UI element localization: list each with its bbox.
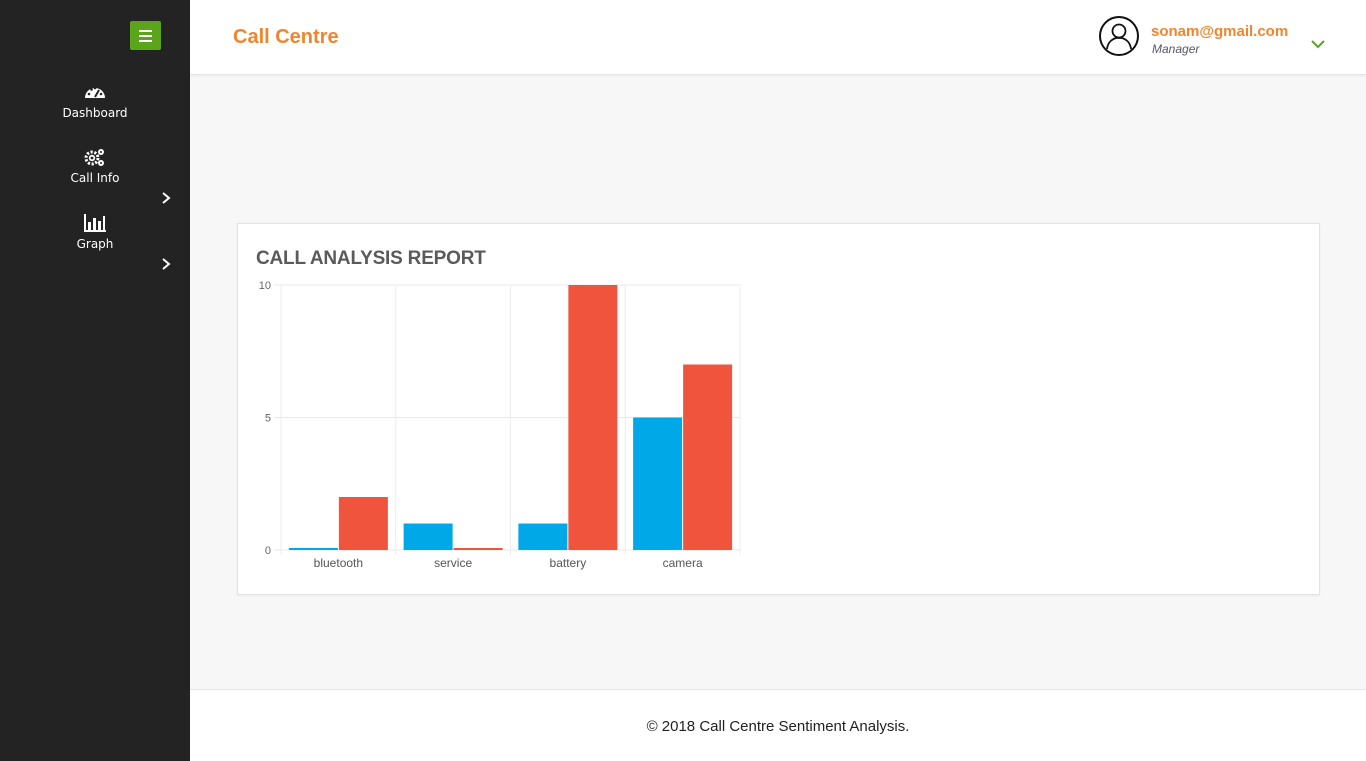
chart-bar [288,548,338,550]
sidebar-item-label: Graph [76,237,114,251]
sidebar-item-label: Dashboard [62,106,128,120]
chevron-down-icon[interactable] [1310,38,1326,50]
dashboard-gauge-icon [85,86,105,98]
chart-bar [338,497,388,550]
top-header: Call Centre sonam@gmail.com Manager [190,0,1366,75]
page-title: Call Centre [233,26,339,48]
chart-bar [403,523,453,550]
x-tick-label: camera [663,556,703,570]
sidebar-item-graph[interactable]: Graph [0,212,190,251]
card-title: CALL ANALYSIS REPORT [256,248,486,269]
bar-chart-icon [84,214,106,232]
chevron-right-icon[interactable] [160,257,172,271]
y-tick-label: 5 [265,413,271,425]
x-tick-label: battery [550,556,587,570]
gears-icon [84,149,104,166]
sidebar: Dashboard Call Info Graph [0,0,190,761]
sidebar-item-dashboard[interactable]: Dashboard [0,81,190,120]
x-tick-label: bluetooth [314,556,363,570]
chart-bar [518,523,568,550]
chart-bar [633,417,683,550]
footer-copyright: © 2018 Call Centre Sentiment Analysis. [646,718,910,735]
footer: © 2018 Call Centre Sentiment Analysis. [190,689,1366,761]
chevron-right-icon[interactable] [160,191,172,205]
chart-bar [683,364,733,550]
sidebar-item-call-info[interactable]: Call Info [0,146,190,185]
call-analysis-card: CALL ANALYSIS REPORT 0 5 10 bluetooth servic… [237,223,1320,595]
chart-bar [568,285,618,550]
y-tick-label: 0 [265,545,271,557]
user-email[interactable]: sonam@gmail.com [1151,23,1289,40]
call-analysis-chart: 0 5 10 bluetooth service battery camera [259,280,741,570]
y-tick-label: 10 [259,280,271,292]
sidebar-item-label: Call Info [70,171,120,185]
chart-bar [453,548,503,550]
hamburger-icon[interactable] [130,21,161,50]
user-avatar-icon[interactable] [1099,16,1139,56]
x-tick-label: service [434,556,472,570]
user-role: Manager [1152,42,1200,56]
